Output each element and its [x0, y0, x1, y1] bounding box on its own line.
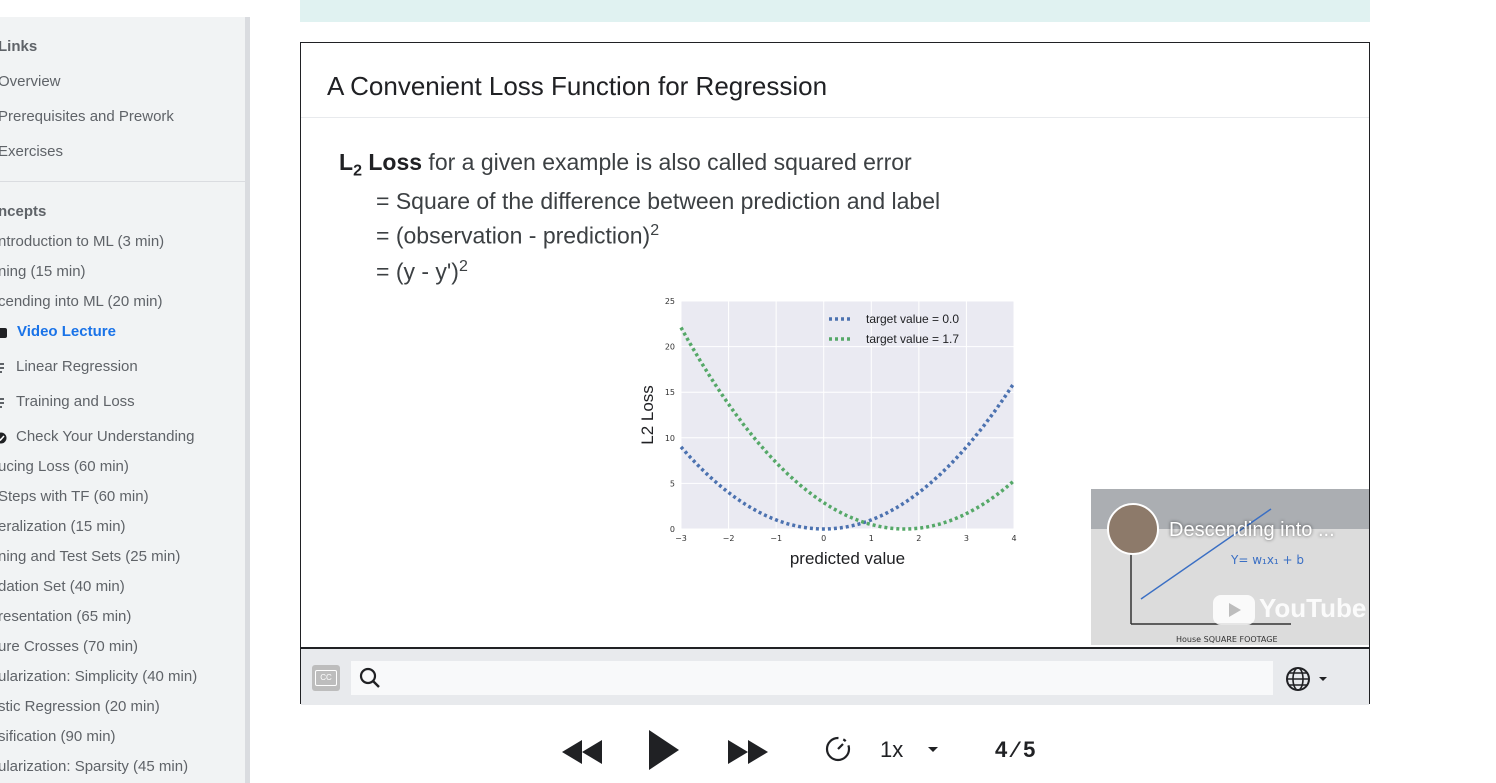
- l2-description: for a given example is also called squar…: [422, 149, 912, 175]
- globe-icon: [1286, 667, 1310, 691]
- slide-line-3: = (observation - prediction)2: [376, 222, 659, 250]
- svg-text:House SQUARE FOOTAGE: House SQUARE FOOTAGE: [1176, 635, 1278, 644]
- play-icon: [649, 730, 679, 770]
- check-icon: [0, 431, 8, 444]
- sidebar-item-video-lecture[interactable]: Video Lecture: [17, 323, 116, 340]
- transcript-search: [351, 661, 1273, 695]
- legend-label: target value = 0.0: [866, 312, 959, 326]
- language-button[interactable]: [1285, 665, 1335, 693]
- y-tick-label: 20: [665, 343, 675, 352]
- links-heading: Links: [0, 38, 38, 55]
- sidebar-divider: [0, 181, 245, 182]
- slide-line-2: = Square of the difference between predi…: [376, 188, 941, 214]
- sidebar-item-logistic-regression[interactable]: stic Regression (20 min): [0, 698, 160, 715]
- sidebar-item-classification[interactable]: sification (90 min): [0, 728, 116, 745]
- svg-text:Y= w₁x₁ + b: Y= w₁x₁ + b: [1230, 553, 1304, 567]
- x-tick-label: 2: [916, 534, 921, 543]
- speed-caret-icon[interactable]: [926, 744, 940, 754]
- l2-symbol: L: [339, 149, 354, 175]
- cc-label: CC: [315, 670, 337, 686]
- line3-exponent: 2: [650, 222, 660, 239]
- top-banner: [300, 0, 1370, 22]
- x-tick-label: −3: [675, 534, 687, 543]
- x-tick-label: 1: [869, 534, 874, 543]
- caret-down-icon: [1319, 677, 1327, 681]
- x-tick-label: 0: [821, 534, 826, 543]
- play-button[interactable]: [646, 728, 682, 772]
- y-tick-label: 5: [670, 479, 675, 488]
- sidebar-item-check-understanding[interactable]: Check Your Understanding: [16, 428, 195, 445]
- y-tick-label: 0: [670, 525, 675, 534]
- sidebar-item-reducing-loss[interactable]: ucing Loss (60 min): [0, 458, 129, 475]
- line3-text: = (observation - prediction): [376, 222, 651, 249]
- x-axis-label: predicted value: [790, 549, 905, 568]
- sidebar-link-exercises[interactable]: Exercises: [0, 143, 64, 160]
- slide-line-1: L2 Loss for a given example is also call…: [339, 149, 912, 181]
- line4-exponent: 2: [458, 258, 468, 275]
- sidebar-item-linear-regression[interactable]: Linear Regression: [16, 358, 138, 375]
- sidebar-item-validation[interactable]: dation Set (40 min): [0, 578, 125, 595]
- player-control-bar: CC: [301, 647, 1369, 705]
- slide-page-indicator: 4 ⁄ 5: [995, 737, 1036, 762]
- x-tick-label: −1: [770, 534, 782, 543]
- doc-icon: [0, 396, 8, 408]
- video-icon: [0, 326, 8, 338]
- sidebar-item-intro[interactable]: ntroduction to ML (3 min): [0, 233, 165, 250]
- closed-captions-button[interactable]: CC: [312, 665, 340, 691]
- speed-dial-icon[interactable]: [824, 735, 854, 765]
- line4-text: = (y - y'): [376, 258, 459, 285]
- fast-forward-icon: [728, 740, 748, 764]
- slide-title: A Convenient Loss Function for Regressio…: [327, 71, 828, 101]
- y-tick-label: 25: [665, 297, 675, 306]
- sidebar-item-first-steps[interactable]: Steps with TF (60 min): [0, 488, 149, 505]
- x-tick-label: −2: [723, 534, 735, 543]
- l2-subscript: 2: [353, 162, 362, 180]
- sidebar-item-descending[interactable]: cending into ML (20 min): [0, 293, 163, 310]
- rewind-icon: [562, 740, 582, 764]
- doc-icon: [0, 361, 8, 373]
- sidebar-link-prerequisites[interactable]: Prerequisites and Prework: [0, 108, 174, 125]
- youtube-video-overlay[interactable]: Y= w₁x₁ + b House SQUARE FOOTAGE Descend…: [1091, 489, 1369, 645]
- transcript-search-input[interactable]: [393, 665, 1267, 693]
- loss-chart: −3 −2 −1 0 1 2 3 4 0 5 10 15 20 25 target value = 0.0 t…: [638, 297, 1017, 568]
- play-triangle-icon: [1229, 603, 1241, 617]
- slide-player: A Convenient Loss Function for Regressio…: [300, 42, 1370, 705]
- legend-label: target value = 1.7: [866, 332, 959, 346]
- sidebar-item-regularization-sparsity[interactable]: ularization: Sparsity (45 min): [0, 758, 189, 775]
- video-title: Descending into ...: [1169, 519, 1335, 541]
- plot-area: [681, 301, 1014, 529]
- rewind-button[interactable]: [560, 737, 604, 767]
- sidebar-item-feature-crosses[interactable]: ure Crosses (70 min): [0, 638, 139, 655]
- series-line-0: [679, 382, 1016, 531]
- sidebar-item-training-test[interactable]: ning and Test Sets (25 min): [0, 548, 181, 565]
- sidebar-link-overview[interactable]: Overview: [0, 73, 61, 90]
- slide-line-4: = (y - y')2: [376, 258, 468, 286]
- y-axis-label: L2 Loss: [638, 385, 657, 445]
- sidebar-item-framing[interactable]: ning (15 min): [0, 263, 86, 280]
- search-icon[interactable]: [359, 667, 381, 694]
- sidebar-item-representation[interactable]: resentation (65 min): [0, 608, 132, 625]
- channel-avatar: [1107, 503, 1159, 555]
- series-line-1: [679, 326, 1016, 531]
- playback-speed-label[interactable]: 1x: [880, 737, 904, 762]
- sidebar-item-regularization-simplicity[interactable]: ularization: Simplicity (40 min): [0, 668, 198, 685]
- x-tick-label: 3: [964, 534, 969, 543]
- y-tick-label: 15: [665, 388, 675, 397]
- sidebar: Links Overview Prerequisites and Prework…: [0, 17, 250, 783]
- title-divider: [301, 117, 1369, 118]
- youtube-wordmark: YouTube: [1259, 593, 1367, 623]
- l2-loss-bold: Loss: [361, 149, 423, 175]
- x-tick-label: 4: [1011, 534, 1016, 543]
- concepts-heading: ncepts: [0, 203, 47, 220]
- sidebar-item-training-loss[interactable]: Training and Loss: [16, 393, 135, 410]
- fast-forward-button[interactable]: [726, 737, 770, 767]
- sidebar-item-generalization[interactable]: eralization (15 min): [0, 518, 126, 535]
- y-tick-label: 10: [665, 434, 675, 443]
